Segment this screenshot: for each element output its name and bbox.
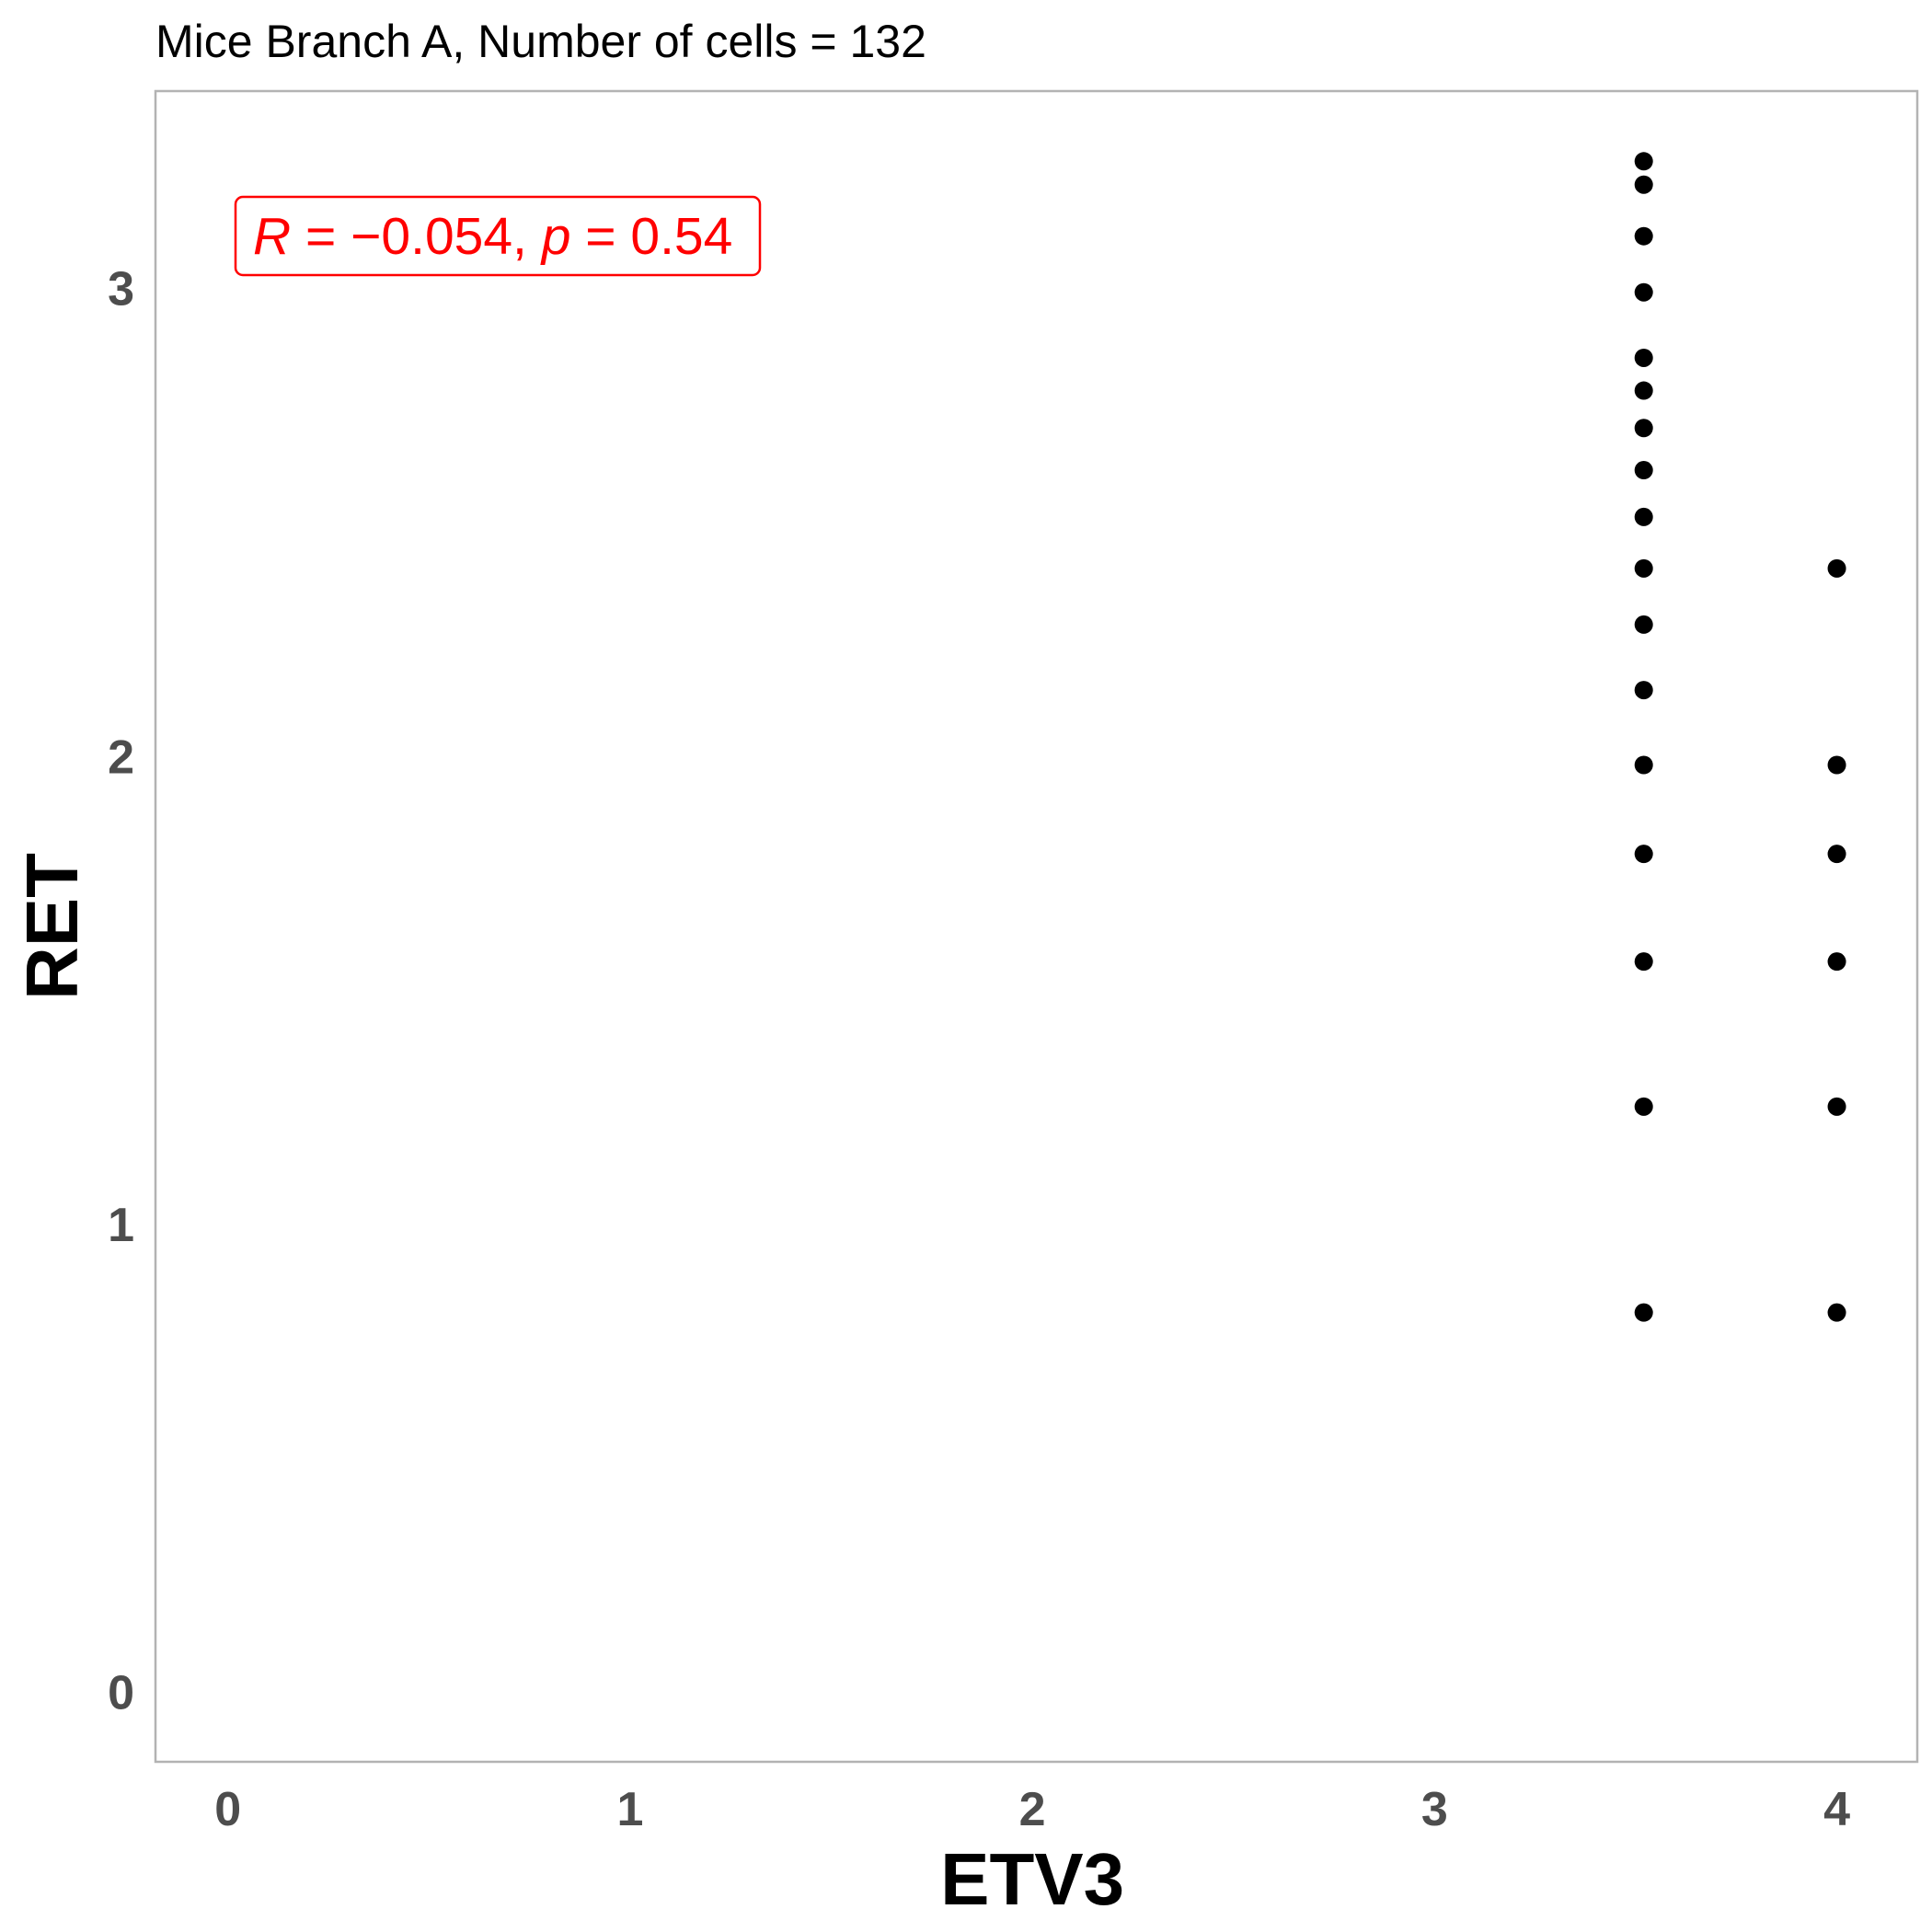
data-point (1634, 226, 1653, 246)
y-tick-label: 1 (108, 1199, 134, 1252)
data-point (1827, 1303, 1846, 1322)
data-point (1827, 558, 1846, 578)
data-point (1634, 282, 1653, 302)
p-symbol: p (540, 207, 571, 266)
data-point (1634, 615, 1653, 634)
correlation-label: R = −0.054, p = 0.54 (253, 207, 732, 266)
correlation-box (234, 195, 762, 277)
data-point (1634, 845, 1653, 864)
data-point (1634, 507, 1653, 526)
x-tick-label: 1 (616, 1783, 643, 1836)
data-point (1634, 152, 1653, 171)
data-point (1634, 175, 1653, 194)
r-symbol: R (253, 207, 291, 266)
y-tick-label: 0 (108, 1667, 134, 1720)
data-point (1634, 558, 1653, 578)
r-value: = −0.054, (291, 207, 542, 266)
data-point (1827, 755, 1846, 775)
data-point (1634, 461, 1653, 480)
data-point (1634, 1097, 1653, 1116)
data-point (1634, 681, 1653, 700)
p-value: = 0.54 (570, 207, 732, 266)
x-axis-ticks: 0 1 2 3 4 (214, 1783, 1850, 1836)
data-point (1827, 1097, 1846, 1116)
data-points (1634, 152, 1846, 1322)
chart-title: Mice Branch A, Number of cells = 132 (155, 16, 926, 67)
data-point (1634, 1303, 1653, 1322)
data-point (1634, 952, 1653, 972)
data-point (1827, 845, 1846, 864)
x-tick-label: 0 (214, 1783, 241, 1836)
y-axis-label: RET (11, 853, 93, 1000)
plot-panel (154, 89, 1919, 1764)
x-tick-label: 2 (1019, 1783, 1046, 1836)
x-axis-label: ETV3 (940, 1838, 1124, 1920)
data-point (1634, 755, 1653, 775)
data-point (1827, 952, 1846, 972)
x-tick-label: 3 (1421, 1783, 1448, 1836)
data-point (1634, 348, 1653, 367)
y-tick-label: 3 (108, 263, 134, 316)
y-axis-ticks: 0 1 2 3 (108, 263, 134, 1720)
y-tick-label: 2 (108, 730, 134, 784)
correlation-annotation: R = −0.054, p = 0.54 (234, 195, 762, 277)
data-point (1634, 381, 1653, 400)
x-tick-label: 4 (1823, 1783, 1850, 1836)
data-point (1634, 419, 1653, 438)
